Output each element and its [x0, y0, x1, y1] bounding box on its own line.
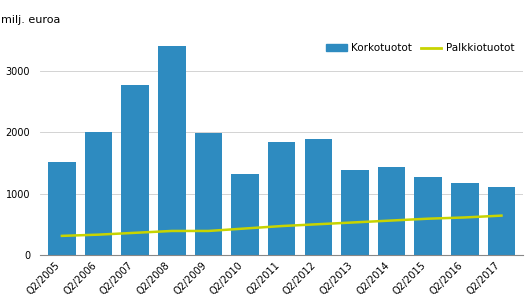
Bar	[488, 187, 515, 255]
Bar	[195, 133, 222, 255]
Bar	[414, 177, 442, 255]
Bar	[378, 166, 405, 255]
Bar	[268, 142, 295, 255]
Text: milj. euroa: milj. euroa	[1, 15, 61, 25]
Bar	[48, 162, 76, 255]
Bar	[231, 174, 259, 255]
Bar	[305, 140, 332, 255]
Bar	[158, 46, 186, 255]
Bar	[122, 85, 149, 255]
Bar	[85, 132, 112, 255]
Legend: Korkotuotot, Palkkiotuotot: Korkotuotot, Palkkiotuotot	[322, 39, 518, 57]
Bar	[341, 170, 369, 255]
Bar	[451, 183, 479, 255]
